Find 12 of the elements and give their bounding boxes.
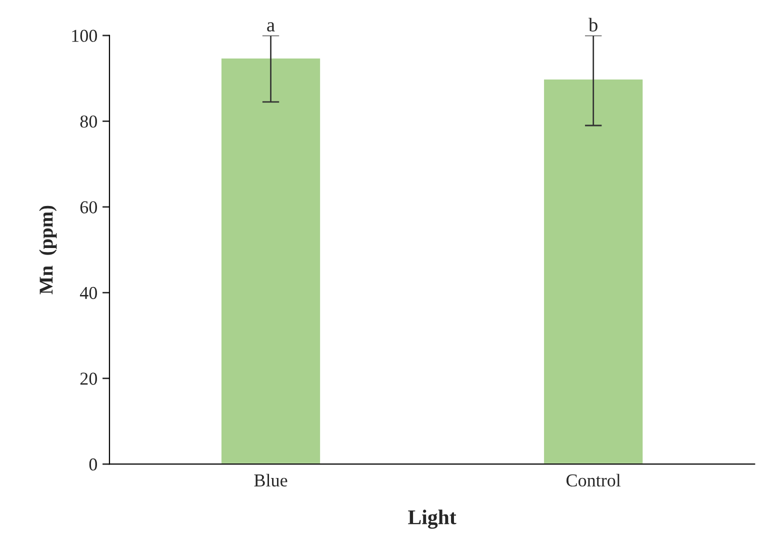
x-axis-title: Light (408, 510, 456, 529)
y-tick-label: 40 (80, 286, 97, 300)
y-axis-title: Mn (ppm) (39, 206, 57, 294)
y-tick-label: 0 (89, 458, 97, 471)
y-tick-label: 20 (80, 372, 97, 385)
y-tick-label: 100 (72, 30, 97, 42)
y-tick-label: 80 (80, 115, 97, 128)
x-tick-label: Control (566, 474, 621, 487)
x-tick-label: Blue (254, 474, 288, 487)
annotation: b (588, 18, 598, 32)
y-tick-label: 60 (80, 201, 97, 214)
annotation: a (267, 22, 275, 32)
